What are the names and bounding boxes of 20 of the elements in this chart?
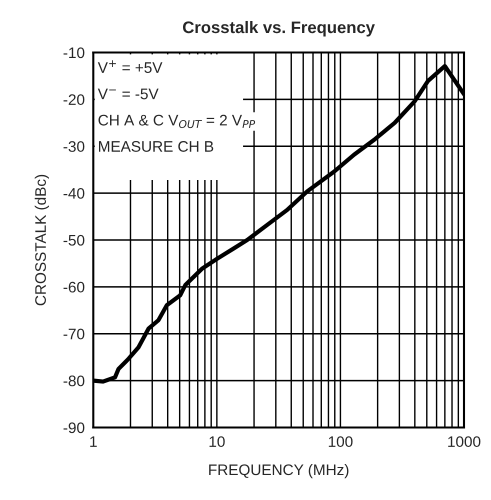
annotation: V$^{−}$ = -5V	[98, 88, 159, 100]
y-tick-label: -40	[64, 188, 84, 199]
x-tick-label: 100	[328, 436, 353, 448]
annotation: CH A & C V$_{OUT}$ = 2 V$_{PP}$	[98, 114, 256, 128]
x-tick-label: 1000	[448, 436, 480, 448]
y-tick-label: -90	[64, 422, 84, 434]
y-tick-label: -60	[64, 282, 84, 293]
y-tick-label: -30	[64, 141, 84, 152]
annotation: MEASURE CH B	[98, 141, 214, 152]
y-axis-title: CROSSTALK (dBc)	[34, 174, 49, 306]
annotation: V$^{+}$ = +5V	[98, 60, 162, 73]
y-tick-label: -70	[64, 328, 84, 340]
y-tick-label: -20	[64, 94, 84, 106]
y-tick-label: -80	[64, 375, 84, 386]
x-tick-label: 1	[90, 436, 97, 447]
x-axis-title: FREQUENCY (MHz)	[209, 464, 348, 478]
y-tick-label: -50	[64, 234, 84, 246]
y-tick-label: -10	[64, 47, 84, 58]
chart-title: Crosstalk vs. Frequency	[182, 20, 375, 37]
x-tick-label: 10	[210, 436, 225, 448]
